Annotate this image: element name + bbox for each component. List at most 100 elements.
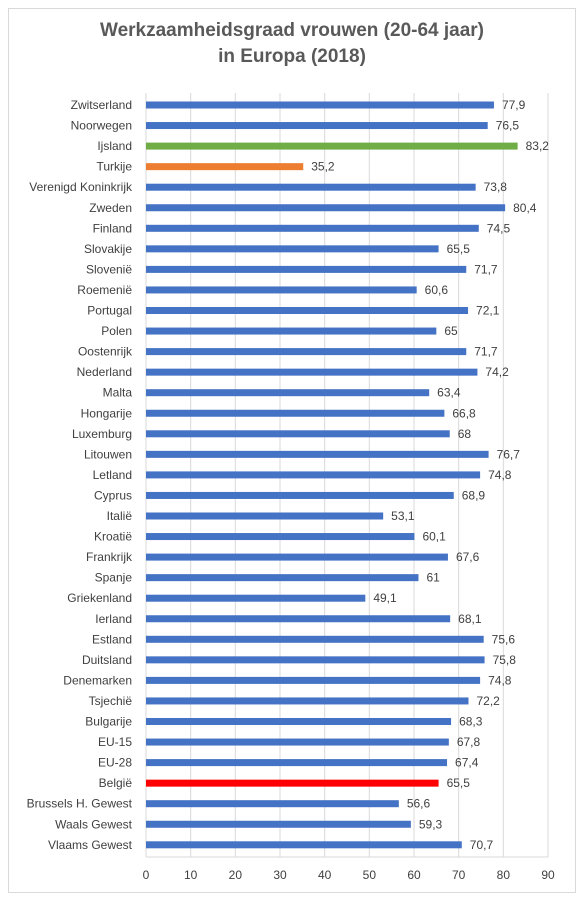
data-label: 68,9 [462,488,486,502]
x-tick-label: 80 [497,868,511,882]
data-label: 77,9 [502,98,526,112]
chart-title: Werkzaamheidsgraad vrouwen (20-64 jaar) … [0,18,584,70]
bar [146,800,399,808]
category-label: Frankrijk [86,550,133,564]
data-label: 68,3 [459,715,483,729]
bar [146,553,448,561]
data-label: 67,6 [456,550,480,564]
x-tick-label: 10 [184,868,198,882]
data-label: 60,6 [425,283,449,297]
data-label: 67,4 [455,756,479,770]
bar [146,574,419,582]
data-label: 65,5 [447,242,471,256]
category-label: Waals Gewest [55,817,133,831]
x-tick-label: 30 [273,868,287,882]
data-label: 67,8 [457,735,481,749]
chart-title-line-2: in Europa (2018) [218,46,366,67]
x-tick-label: 0 [143,868,150,882]
bar [146,533,415,541]
category-label: Brussels H. Gewest [27,797,133,811]
bar [146,430,450,438]
bar [146,204,506,212]
category-label: EU-15 [98,735,132,749]
data-label: 72,2 [476,694,500,708]
category-label: Duitsland [82,653,132,667]
x-tick-label: 20 [229,868,243,882]
category-label: Finland [93,221,132,235]
bar [146,656,485,664]
category-label: Verenigd Koninkrijk [29,180,133,194]
bar [146,738,449,746]
chart-title-line-1: Werkzaamheidsgraad vrouwen (20-64 jaar) [99,20,485,41]
category-label: Griekenland [67,591,132,605]
bar [146,265,467,273]
category-label: Italië [107,509,133,523]
category-label: Ierland [95,612,132,626]
category-label: Kroatië [94,530,132,544]
data-label: 53,1 [391,509,415,523]
data-label: 74,8 [488,673,512,687]
category-label: Nederland [77,365,132,379]
bar [146,841,462,849]
category-label: Litouwen [84,447,132,461]
bar [146,286,417,294]
data-label: 66,8 [452,406,476,420]
bar [146,697,469,705]
bar [146,142,518,150]
x-tick-label: 90 [541,868,555,882]
bar [146,224,479,232]
bar [146,512,384,520]
category-label: Letland [93,468,132,482]
category-label: Polen [101,324,132,338]
data-label: 83,2 [526,139,550,153]
data-label: 56,6 [407,797,431,811]
bar [146,183,476,191]
bar [146,676,481,684]
data-label: 68 [458,427,472,441]
data-label: 60,1 [422,530,446,544]
data-label: 71,7 [474,262,498,276]
category-label: Roemenië [77,283,132,297]
data-label: 35,2 [311,160,335,174]
data-label: 68,1 [458,612,482,626]
category-label: Bulgarije [85,715,132,729]
category-label: Noorwegen [71,119,132,133]
data-label: 71,7 [474,345,498,359]
data-label: 73,8 [484,180,508,194]
bar [146,759,448,767]
data-label: 72,1 [476,304,500,318]
category-label: Slovenië [86,262,132,276]
category-label: Denemarken [63,673,132,687]
data-label: 70,7 [470,838,494,852]
category-label: Turkije [96,160,132,174]
category-label: Portugal [87,304,132,318]
category-label: Cyprus [94,488,132,502]
x-tick-label: 40 [318,868,332,882]
bar [146,820,411,828]
data-label: 59,3 [419,817,443,831]
bar [146,163,304,171]
bar [146,450,489,458]
bar [146,368,478,376]
bar [146,635,484,643]
bar [146,327,437,335]
category-label: Oostenrijk [78,345,133,359]
bar [146,409,445,417]
data-label: 61 [426,571,440,585]
bar [146,615,451,623]
data-label: 75,6 [492,632,516,646]
data-label: 49,1 [373,591,397,605]
bar [146,348,467,356]
data-label: 80,4 [513,201,537,215]
bar [146,594,366,602]
bar [146,718,452,725]
data-label: 74,5 [487,221,511,235]
bar [146,779,439,787]
x-tick-label: 60 [407,868,421,882]
data-label: 75,8 [493,653,517,667]
category-label: Zwitserland [71,98,132,112]
data-label: 74,2 [485,365,509,379]
category-label: Spanje [95,571,133,585]
category-label: Slovakije [84,242,132,256]
category-label: Tsjechië [89,694,133,708]
